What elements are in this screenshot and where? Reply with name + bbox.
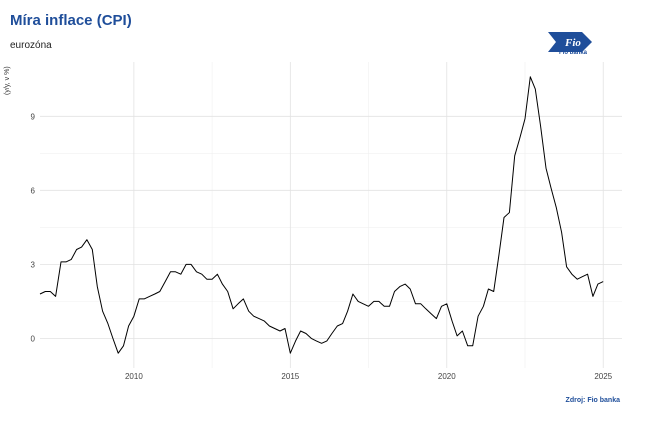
- grid-layer: [40, 62, 622, 368]
- x-tick-label: 2020: [438, 372, 456, 381]
- cpi-series-line: [39, 76, 604, 354]
- y-tick-label: 6: [31, 186, 36, 195]
- y-tick-label: 9: [31, 112, 36, 121]
- x-tick-label: 2025: [594, 372, 612, 381]
- series-layer: [39, 76, 604, 354]
- y-tick-label: 3: [31, 260, 36, 269]
- chart-subtitle: eurozóna: [10, 40, 52, 51]
- logo-text: Fio: [564, 37, 581, 49]
- x-tick-label: 2010: [125, 372, 143, 381]
- x-tick-label: 2015: [281, 372, 299, 381]
- source-note: Zdroj: Fio banka: [565, 397, 620, 404]
- logo-caption: Fio banka: [559, 50, 588, 56]
- chart-title: Míra inflace (CPI): [10, 12, 132, 29]
- tick-label-layer: 0 3 6 9 2010 2015 2020 2025: [31, 112, 613, 381]
- fio-logo-icon: Fio: [548, 32, 592, 52]
- y-tick-label: 0: [31, 334, 36, 343]
